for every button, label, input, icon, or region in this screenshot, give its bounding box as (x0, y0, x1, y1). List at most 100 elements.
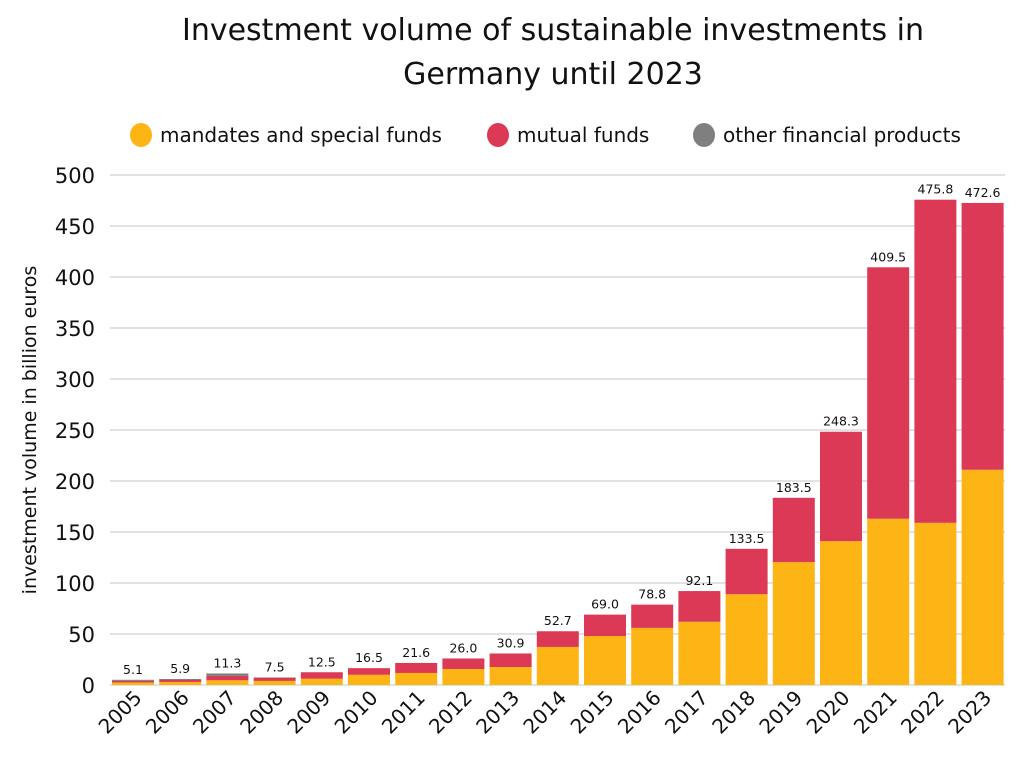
legend-marker (693, 123, 715, 147)
bar-segment (536, 631, 579, 647)
y-tick-label: 150 (55, 521, 95, 545)
x-tick-label: 2011 (377, 686, 430, 739)
x-tick-label: 2005 (94, 686, 147, 739)
bar-segment (300, 672, 343, 679)
x-axis-ticks: 2005200620072008200920102011201220132014… (94, 686, 997, 739)
total-data-label: 21.6 (402, 645, 430, 660)
bar-segment (536, 646, 579, 685)
bar-segment (348, 674, 390, 685)
x-tick-label: 2018 (707, 686, 760, 739)
total-data-label: 133.5 (729, 531, 765, 546)
bar-segment (820, 541, 862, 685)
bar-segment (206, 680, 249, 685)
total-data-label: 183.5 (776, 480, 812, 495)
total-data-label: 78.8 (638, 587, 666, 602)
total-data-label: 472.6 (965, 185, 1001, 200)
legend-label: other financial products (723, 123, 961, 147)
total-data-label: 5.9 (170, 661, 190, 676)
bar-segment (867, 267, 910, 519)
x-tick-label: 2010 (330, 686, 383, 739)
bar-segment (159, 681, 202, 685)
total-data-label: 5.1 (123, 662, 143, 677)
bar-segment (584, 614, 626, 637)
y-tick-label: 500 (55, 164, 95, 188)
bar-segment (206, 673, 249, 676)
gridlines (110, 174, 1005, 686)
y-tick-label: 200 (55, 470, 95, 494)
total-data-label: 11.3 (213, 655, 241, 670)
total-data-label: 30.9 (497, 635, 525, 650)
bar-segment (584, 636, 626, 685)
bar-segment (112, 679, 154, 681)
total-data-label: 248.3 (823, 414, 859, 429)
bar-segment (253, 677, 296, 681)
total-data-label: 475.8 (918, 182, 954, 197)
bar-segment (253, 677, 296, 678)
total-data-label: 7.5 (265, 659, 285, 674)
bar-segment (631, 604, 674, 628)
legend-marker (487, 123, 509, 147)
x-tick-label: 2020 (802, 686, 855, 739)
bar-segment (489, 667, 532, 685)
x-tick-label: 2009 (282, 686, 335, 739)
x-tick-label: 2023 (943, 686, 996, 739)
total-data-label: 26.0 (449, 640, 477, 655)
bar-segment (961, 469, 1004, 685)
x-tick-label: 2008 (235, 686, 288, 739)
x-tick-label: 2015 (566, 686, 619, 739)
bar-segment (348, 668, 390, 675)
bars: 5.1 5.9 11.3 7.5 12.5 16.5 21.6 26.0 30.9 52.7 69.… (112, 182, 1004, 685)
legend: mandates and special funds mutual funds ot… (130, 123, 961, 147)
x-tick-label: 2013 (471, 686, 524, 739)
total-data-label: 409.5 (870, 249, 906, 264)
x-tick-label: 2022 (896, 686, 949, 739)
bar-segment (867, 518, 910, 685)
bar-segment (725, 594, 768, 685)
legend-label: mandates and special funds (160, 123, 442, 147)
x-tick-label: 2007 (188, 686, 241, 739)
bar-segment (112, 682, 154, 685)
total-data-label: 92.1 (685, 573, 713, 588)
chart-title-line-2: Germany until 2023 (403, 57, 703, 92)
x-tick-label: 2017 (660, 686, 713, 739)
y-tick-label: 50 (68, 623, 95, 647)
y-tick-label: 450 (55, 215, 95, 239)
x-tick-label: 2021 (849, 686, 902, 739)
bar-segment (206, 675, 249, 681)
bar-segment (914, 199, 957, 523)
bar-segment (395, 662, 438, 673)
bar-segment (442, 668, 485, 685)
bar-segment (678, 621, 721, 685)
y-tick-label: 400 (55, 266, 95, 290)
bar-segment (159, 678, 202, 681)
x-tick-label: 2016 (613, 686, 666, 739)
y-tick-label: 100 (55, 572, 95, 596)
bar-segment (631, 627, 674, 685)
bar-segment (772, 562, 815, 685)
bar-segment (442, 658, 485, 669)
bar-segment (820, 431, 862, 542)
y-tick-label: 300 (55, 368, 95, 392)
bar-segment (678, 591, 721, 622)
x-tick-label: 2012 (424, 686, 477, 739)
bar-segment (489, 653, 532, 668)
bar-segment (961, 202, 1004, 470)
x-tick-label: 2006 (141, 686, 194, 739)
bar-segment (772, 497, 815, 563)
bar-segment (159, 680, 202, 682)
bar-segment (300, 678, 343, 685)
y-tick-label: 250 (55, 419, 95, 443)
bar-segment (914, 522, 957, 685)
chart-title-line-1: Investment volume of sustainable investm… (182, 13, 924, 48)
y-axis-label: investment volume in billion euros (19, 266, 41, 595)
x-tick-label: 2014 (518, 686, 571, 739)
y-tick-label: 0 (82, 674, 95, 698)
x-tick-label: 2019 (754, 686, 807, 739)
bar-segment (112, 680, 154, 683)
legend-marker (130, 123, 152, 147)
total-data-label: 12.5 (308, 654, 336, 669)
bar-segment (253, 680, 296, 685)
total-data-label: 16.5 (355, 650, 383, 665)
y-tick-label: 350 (55, 317, 95, 341)
